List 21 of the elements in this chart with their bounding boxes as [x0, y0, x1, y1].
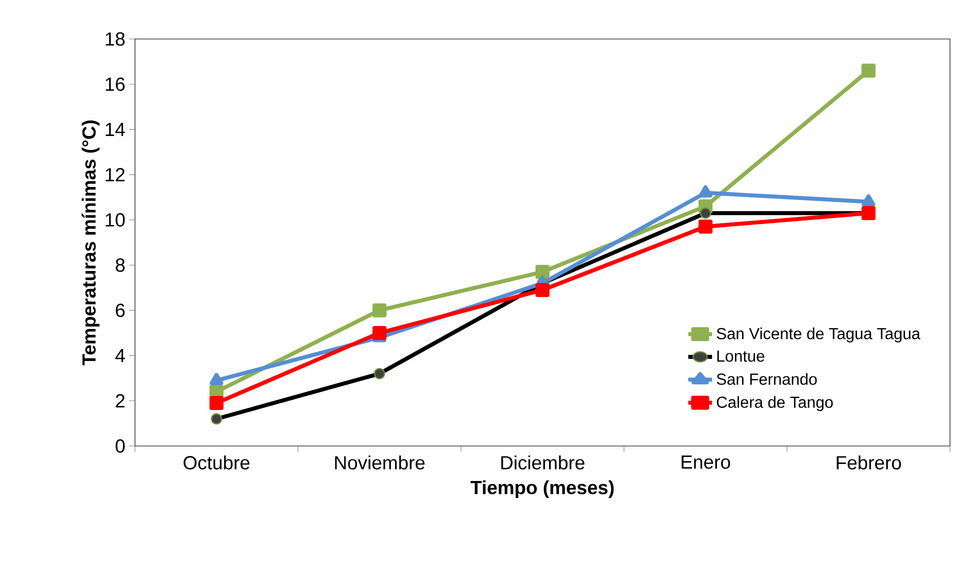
legend-label: San Vicente de Tagua Tagua [716, 328, 920, 342]
y-tick-label: 10 [106, 213, 125, 227]
legend-label: Lontue [717, 350, 764, 362]
y-tick-label: 6 [116, 304, 125, 318]
x-tick-label: Octubre [184, 456, 250, 470]
y-tick-label: 18 [106, 32, 125, 46]
y-tick-label: 0 [116, 439, 125, 453]
y-tick-label: 12 [106, 168, 125, 182]
x-tick-label: Noviembre [335, 456, 425, 470]
x-tick-label: Febrero [836, 456, 901, 470]
y-tick-label: 8 [116, 258, 125, 272]
y-tick-label: 4 [115, 349, 125, 362]
y-axis-title: Temperaturas mínimas (°C) [82, 120, 100, 366]
y-tick-label: 2 [116, 394, 125, 408]
x-tick-label: Enero [682, 456, 730, 469]
x-tick-label: Diciembre [501, 456, 584, 470]
y-tick-label: 14 [106, 122, 125, 136]
legend-label: Calera de Tango [716, 396, 833, 412]
x-axis-title: Tiempo (meses) [470, 480, 614, 498]
legend-label: San Fernando [716, 373, 817, 385]
y-tick-label: 16 [106, 77, 125, 91]
